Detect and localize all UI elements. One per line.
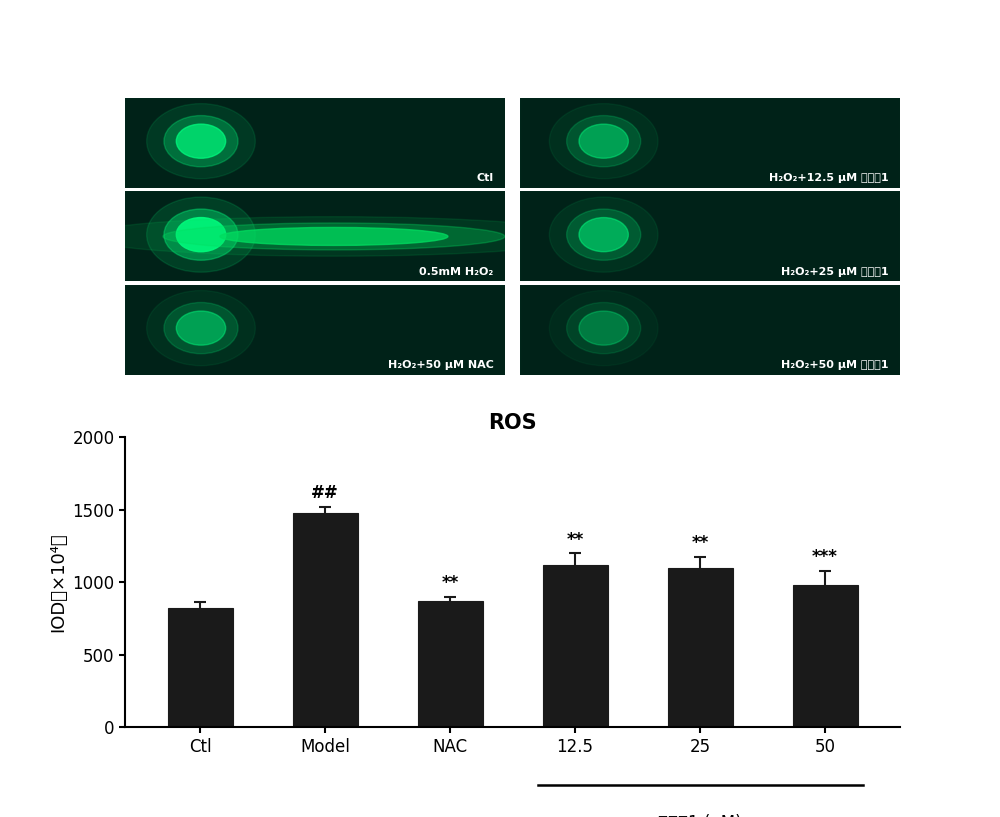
Text: 化合片1 (μM): 化合片1 (μM) bbox=[658, 814, 742, 817]
Text: **: ** bbox=[691, 534, 709, 552]
Ellipse shape bbox=[147, 197, 255, 272]
Bar bbox=[668, 568, 732, 727]
Text: H₂O₂+12.5 μM 化合片1: H₂O₂+12.5 μM 化合片1 bbox=[769, 173, 889, 183]
Y-axis label: IOD（×10⁴）: IOD（×10⁴） bbox=[49, 533, 67, 632]
Ellipse shape bbox=[579, 217, 628, 252]
Ellipse shape bbox=[549, 104, 658, 179]
Bar bbox=[542, 565, 608, 727]
Bar bbox=[793, 585, 858, 727]
Ellipse shape bbox=[579, 311, 628, 345]
Text: H₂O₂+50 μM 化合片1: H₂O₂+50 μM 化合片1 bbox=[781, 360, 889, 370]
Ellipse shape bbox=[220, 227, 448, 245]
Ellipse shape bbox=[176, 311, 226, 345]
Text: **: ** bbox=[566, 531, 584, 549]
Ellipse shape bbox=[567, 115, 641, 167]
Text: H₂O₂+25 μM 化合片1: H₂O₂+25 μM 化合片1 bbox=[781, 267, 889, 277]
Ellipse shape bbox=[83, 217, 585, 257]
Bar bbox=[418, 601, 482, 727]
Ellipse shape bbox=[163, 223, 505, 250]
Ellipse shape bbox=[567, 209, 641, 261]
Bar bbox=[292, 512, 358, 727]
Bar bbox=[168, 608, 232, 727]
Title: ROS: ROS bbox=[488, 413, 537, 433]
Ellipse shape bbox=[164, 115, 238, 167]
Ellipse shape bbox=[176, 124, 226, 158]
Ellipse shape bbox=[579, 124, 628, 158]
Text: ##: ## bbox=[311, 484, 339, 502]
Ellipse shape bbox=[164, 209, 238, 261]
Text: 0.5mM H₂O₂: 0.5mM H₂O₂ bbox=[419, 267, 494, 277]
Ellipse shape bbox=[176, 217, 226, 252]
Ellipse shape bbox=[549, 197, 658, 272]
Text: Ctl: Ctl bbox=[476, 173, 494, 183]
Ellipse shape bbox=[147, 104, 255, 179]
Text: ***: *** bbox=[812, 548, 838, 566]
Text: H₂O₂+50 μM NAC: H₂O₂+50 μM NAC bbox=[388, 360, 494, 370]
Ellipse shape bbox=[164, 302, 238, 354]
Ellipse shape bbox=[567, 302, 641, 354]
Text: **: ** bbox=[441, 574, 459, 592]
Ellipse shape bbox=[147, 291, 255, 366]
